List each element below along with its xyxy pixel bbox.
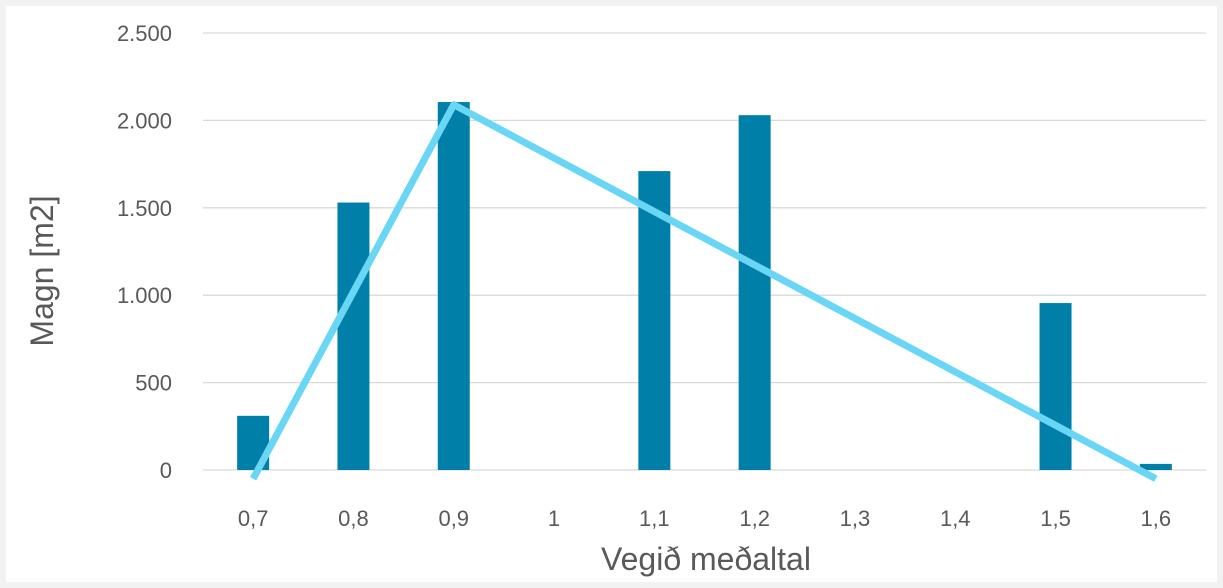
x-tick-labels: 0,7 0,8 0,9 1 1,1 1,2 1,3 1,4 1,5 1,6 [238,506,1171,531]
y-tick-label: 1.000 [117,283,172,308]
bar [1039,303,1072,470]
x-tick-label: 1,6 [1141,506,1172,531]
bar [1139,463,1172,470]
x-tick-label: 1,5 [1040,506,1071,531]
bar [337,202,370,470]
x-axis-title: Vegið meðaltal [601,541,811,577]
x-tick-label: 1,3 [840,506,871,531]
x-tick-label: 0,8 [338,506,369,531]
x-tick-label: 1 [548,506,560,531]
y-tick-label: 2.000 [117,108,172,133]
y-tick-label: 1.500 [117,196,172,221]
x-tick-label: 1,2 [739,506,770,531]
y-axis-title: Magn [m2] [24,195,60,346]
series-line [250,101,1158,482]
y-tick-labels: 0 500 1.000 1.500 2.000 2.500 [117,21,172,483]
x-tick-label: 0,9 [438,506,469,531]
y-tick-label: 500 [135,371,172,396]
bars [237,102,1172,471]
x-tick-label: 1,4 [940,506,971,531]
x-tick-label: 1,1 [639,506,670,531]
chart-background [6,6,1217,582]
gridlines [203,32,1206,471]
bar [437,102,470,471]
bar [738,115,771,470]
x-tick-label: 0,7 [238,506,269,531]
y-tick-label: 2.500 [117,21,172,46]
y-tick-label: 0 [160,458,172,483]
trend-line [250,101,1158,482]
